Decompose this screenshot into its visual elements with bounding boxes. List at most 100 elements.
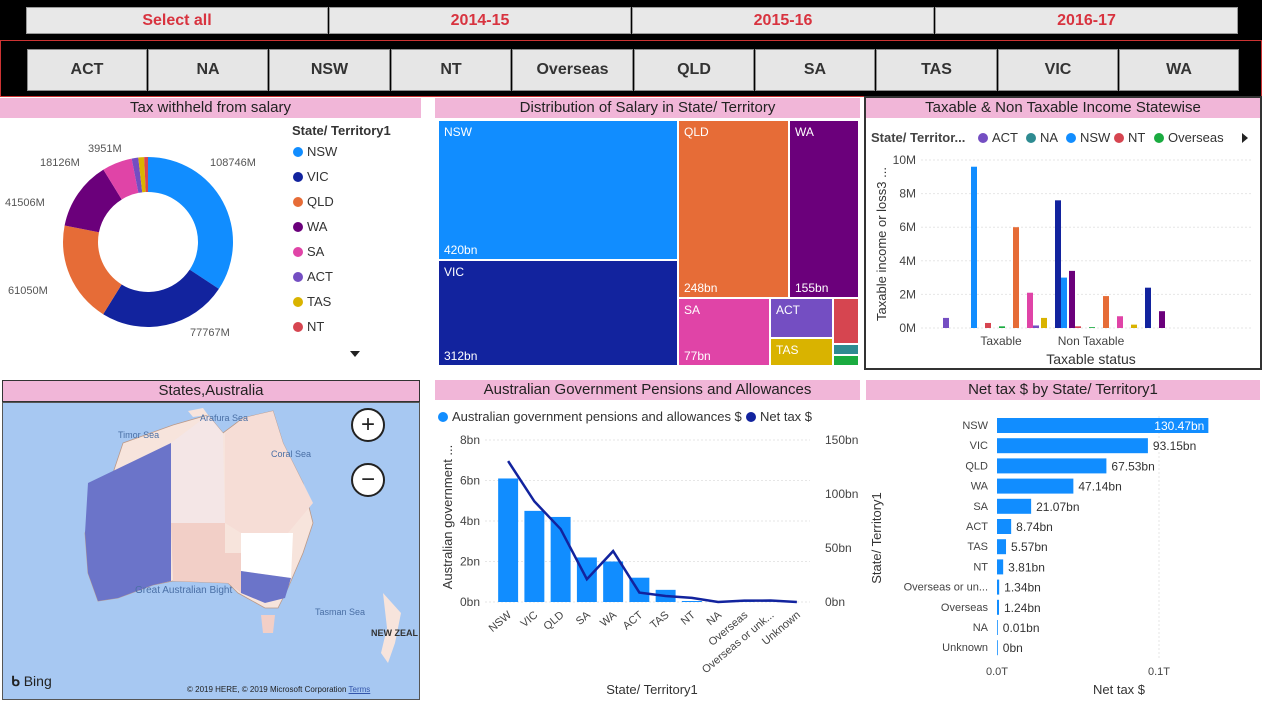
- state-act[interactable]: ACT: [27, 49, 147, 91]
- region-qld[interactable]: [225, 411, 313, 533]
- taxable-legend-item[interactable]: ACT: [978, 130, 1018, 145]
- zoom-in-button[interactable]: +: [351, 408, 385, 442]
- taxable-legend-item[interactable]: NT: [1114, 130, 1145, 145]
- donut-legend-item[interactable]: VIC: [293, 169, 329, 184]
- taxable-bar-nt[interactable]: [1075, 326, 1081, 328]
- donut-legend-item[interactable]: SA: [293, 244, 324, 259]
- nettax-bar-vic[interactable]: [997, 438, 1148, 454]
- taxable-legend-item[interactable]: NSW: [1066, 130, 1110, 145]
- state-wa[interactable]: WA: [1119, 49, 1239, 91]
- state-vic[interactable]: VIC: [998, 49, 1118, 91]
- state-na[interactable]: NA: [148, 49, 268, 91]
- pension-bar-wa[interactable]: [603, 561, 624, 603]
- year-select-all[interactable]: Select all: [26, 7, 328, 34]
- donut-legend-item[interactable]: TAS: [293, 294, 331, 309]
- state-overseas[interactable]: Overseas: [512, 49, 633, 91]
- treemap-cell-vic[interactable]: VIC 312bn: [438, 260, 678, 366]
- year-2014-15[interactable]: 2014-15: [329, 7, 631, 34]
- zoom-out-button[interactable]: −: [351, 463, 385, 497]
- treemap-cell-tas[interactable]: TAS: [770, 338, 833, 366]
- donut-legend-item[interactable]: NT: [293, 319, 324, 334]
- donut-slice-act[interactable]: [131, 157, 143, 193]
- pension-bar-nsw[interactable]: [498, 478, 519, 602]
- donut-legend-item[interactable]: QLD: [293, 194, 334, 209]
- taxable-bar-vic[interactable]: [1055, 200, 1061, 328]
- taxable-bar-sa[interactable]: [1117, 316, 1123, 328]
- nettax-bar-overseas[interactable]: [997, 599, 1000, 615]
- state-nsw[interactable]: NSW: [269, 49, 390, 91]
- taxable-bar-overseas[interactable]: [999, 326, 1005, 328]
- taxable-bar-qld[interactable]: [1013, 227, 1019, 328]
- nettax-bar-nsw[interactable]: [997, 418, 1209, 433]
- taxable-bar-vic[interactable]: [1145, 287, 1151, 328]
- y-tick-label: 2M: [899, 287, 916, 301]
- taxable-bar-qld[interactable]: [1103, 296, 1109, 328]
- treemap-cell-act[interactable]: ACT: [770, 298, 833, 338]
- taxable-bar-tas[interactable]: [1041, 317, 1047, 328]
- nettax-bar-nt[interactable]: [997, 559, 1004, 575]
- treemap-cell-nt[interactable]: [833, 298, 859, 344]
- map-panel[interactable]: Timor Sea Arafura Sea Coral Sea Great Au…: [2, 402, 420, 700]
- nettax-bar-sa[interactable]: [997, 498, 1032, 514]
- donut-slice-sa[interactable]: [103, 158, 139, 200]
- donut-legend-item[interactable]: NSW: [293, 144, 337, 159]
- treemap-cell-wa[interactable]: WA 155bn: [789, 120, 859, 298]
- nettax-chart: NSW 130.47bn VIC 93.15bn QLD 67.53bn WA 47.14bn…: [869, 416, 1209, 697]
- terms-link[interactable]: Terms: [348, 685, 371, 694]
- net-tax-line[interactable]: [507, 460, 797, 604]
- treemap-cell-na[interactable]: [833, 344, 859, 355]
- taxable-bar-sa[interactable]: [1027, 292, 1033, 328]
- taxable-bar-nsw[interactable]: [971, 166, 977, 328]
- nettax-bar-overseas-or-un-[interactable]: [997, 579, 1000, 595]
- nettax-bar-qld[interactable]: [997, 458, 1107, 474]
- state-sa[interactable]: SA: [755, 49, 875, 91]
- region-sa[interactable]: [171, 523, 241, 593]
- region-wa[interactable]: [85, 443, 171, 601]
- nettax-bar-act[interactable]: [997, 519, 1012, 534]
- taxable-bar-nsw[interactable]: [1061, 277, 1067, 328]
- taxable-bar-overseas[interactable]: [1089, 327, 1095, 328]
- region-vic[interactable]: [241, 571, 291, 603]
- nettax-bar-wa[interactable]: [997, 478, 1074, 494]
- nettax-bar-na[interactable]: [997, 620, 998, 635]
- donut-slice-qld[interactable]: [62, 225, 122, 315]
- taxable-bar-wa[interactable]: [1069, 270, 1075, 328]
- treemap-cell-overseas[interactable]: [833, 355, 859, 366]
- taxable-bar-nt[interactable]: [985, 322, 991, 328]
- taxable-bar-tas[interactable]: [1131, 324, 1137, 328]
- taxable-legend-item[interactable]: NA: [1026, 130, 1058, 145]
- donut-legend-item[interactable]: WA: [293, 219, 327, 234]
- donut-slice-nt[interactable]: [144, 157, 148, 193]
- donut-legend-item[interactable]: ACT: [293, 269, 333, 284]
- y-right-tick: 100bn: [825, 487, 858, 501]
- nettax-bar-unknown[interactable]: [997, 640, 998, 656]
- region-tas[interactable]: [261, 615, 275, 633]
- region-nt[interactable]: [171, 415, 225, 523]
- taxable-bar-act[interactable]: [1033, 325, 1039, 328]
- map-label-tasman: Tasman Sea: [315, 607, 365, 617]
- legend-label: NSW: [307, 144, 338, 159]
- taxable-bar-act[interactable]: [943, 317, 949, 328]
- state-tas[interactable]: TAS: [876, 49, 997, 91]
- donut-slice-tas[interactable]: [138, 157, 146, 193]
- australia-map[interactable]: Timor Sea Arafura Sea Coral Sea Great Au…: [3, 403, 420, 700]
- year-2016-17[interactable]: 2016-17: [935, 7, 1238, 34]
- pension-bar-nt[interactable]: [681, 600, 702, 602]
- treemap-cell-nsw[interactable]: NSW 420bn: [438, 120, 678, 260]
- year-2015-16[interactable]: 2015-16: [632, 7, 934, 34]
- region-nsw[interactable]: [241, 533, 293, 578]
- treemap-cell-qld[interactable]: QLD 248bn: [678, 120, 789, 298]
- data-label: 5.57bn: [1011, 540, 1048, 554]
- nettax-bar-tas[interactable]: [997, 539, 1007, 555]
- state-nt[interactable]: NT: [391, 49, 511, 91]
- donut-slice-wa[interactable]: [64, 169, 122, 233]
- donut-slice-nsw[interactable]: [148, 157, 234, 289]
- taxable-legend-item[interactable]: Overseas: [1154, 130, 1224, 145]
- taxable-bar-wa[interactable]: [1159, 311, 1165, 328]
- treemap-cell-sa[interactable]: SA 77bn: [678, 298, 770, 366]
- pension-bar-vic[interactable]: [524, 510, 545, 602]
- legend-next-icon[interactable]: [1242, 133, 1248, 143]
- donut-slice-vic[interactable]: [103, 269, 219, 327]
- state-qld[interactable]: QLD: [634, 49, 754, 91]
- legend-scroll-down-icon[interactable]: [350, 351, 360, 357]
